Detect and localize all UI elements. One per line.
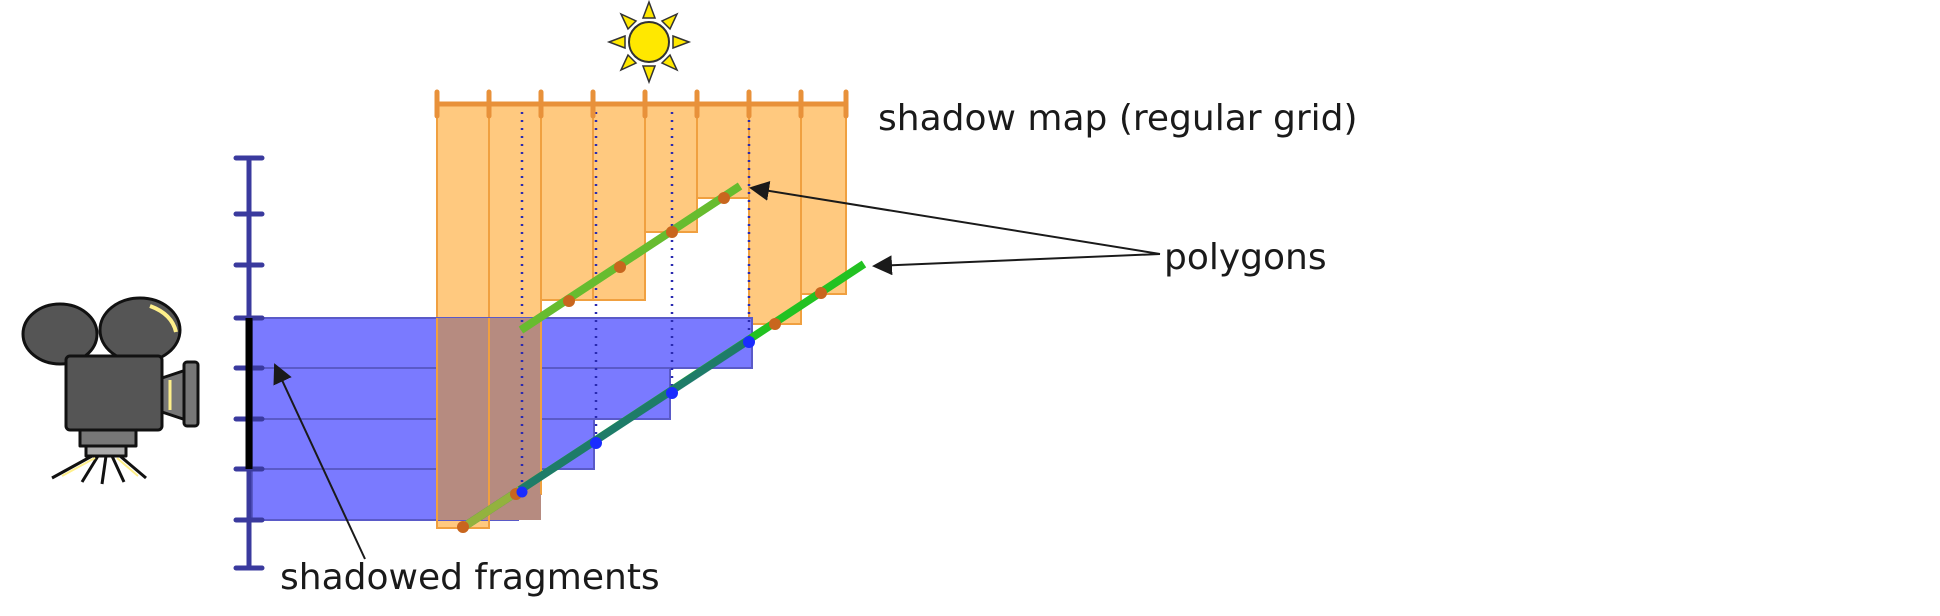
- shadow-map-column: [748, 103, 802, 325]
- arrow-polygons-upper: [749, 180, 1161, 255]
- shadow-map-bar: [434, 89, 849, 119]
- arrow-polygons-lower: [872, 253, 1161, 276]
- sample-dot: [563, 295, 575, 307]
- polygon-upper-shadowed: [518, 182, 743, 334]
- arrow-shadowed-fragments: [273, 363, 366, 560]
- shadow-map-column: [540, 103, 594, 301]
- camera-icon: [21, 296, 200, 485]
- sample-dots-orange: [457, 192, 827, 533]
- sample-dot: [666, 226, 678, 238]
- sample-dot: [590, 437, 602, 449]
- polygons-label: polygons: [1164, 237, 1327, 278]
- sample-dots-blue: [516, 336, 755, 498]
- sample-dot: [666, 387, 678, 399]
- sun-icon: [606, 0, 692, 85]
- shadow-map-column: [696, 103, 750, 199]
- polygon-lines: [459, 182, 867, 532]
- sample-dot: [718, 192, 730, 204]
- sample-dot: [614, 261, 626, 273]
- shadow-map-column: [800, 103, 847, 295]
- sample-dot: [815, 287, 827, 299]
- shadowed-fragments-label: shadowed fragments: [280, 557, 660, 598]
- annotation-arrows: [273, 180, 1161, 560]
- sample-dot: [516, 486, 528, 498]
- sample-dot: [743, 336, 755, 348]
- projection-lines: [520, 104, 751, 494]
- shadow-map-label: shadow map (regular grid): [878, 98, 1358, 139]
- sample-dot: [769, 318, 781, 330]
- sample-dot: [457, 521, 469, 533]
